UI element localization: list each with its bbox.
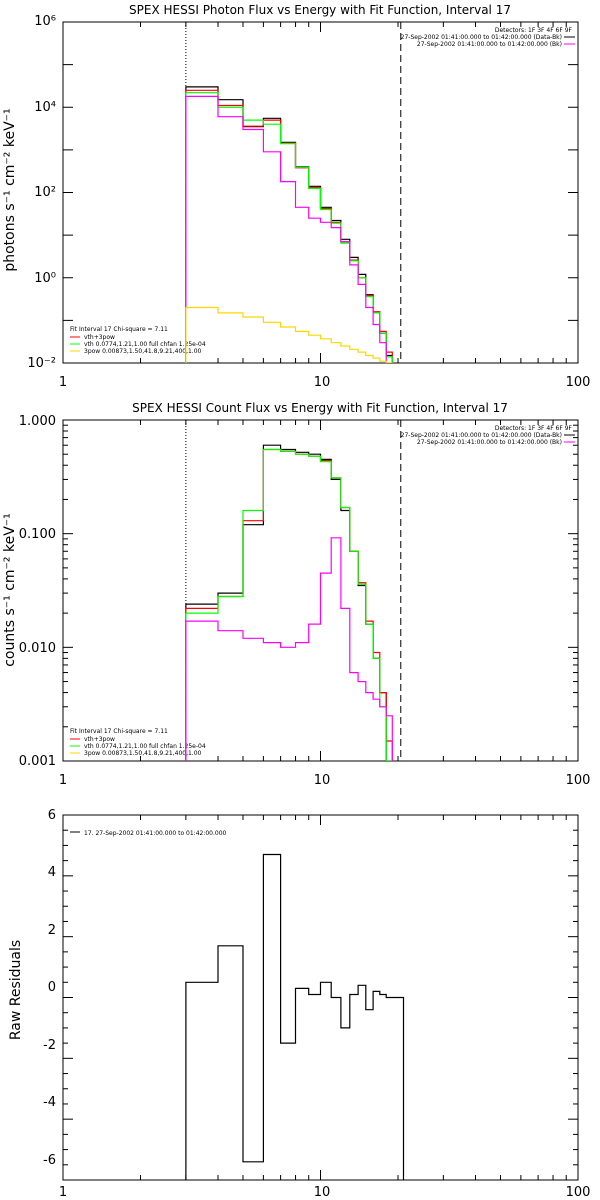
photon-x-tick-100: 100 — [566, 375, 591, 390]
panel-1-series-1 — [185, 448, 393, 761]
residuals-y-tick-1: -4 — [43, 1095, 56, 1110]
count-fit-3pow: 3pow 0.00873,1.50,41.8,9.21,400,1.00 — [84, 750, 202, 757]
residuals-y-axis-label: Raw Residuals — [8, 940, 24, 1040]
photon-fit-interval: Fit Interval 17 Chi-square = 7.11 — [70, 326, 168, 333]
count-x-tick-100: 100 — [566, 773, 591, 788]
residuals-y-tick-4: 2 — [48, 923, 56, 938]
photon-legend-data-bk: 27-Sep-2002 01:41:00.000 to 01:42:00.000… — [401, 34, 562, 41]
photon-chart-title: SPEX HESSI Photon Flux vs Energy with Fi… — [129, 3, 511, 17]
photon-y-tick-4: 10⁶ — [34, 14, 56, 29]
panel-0-series-2 — [185, 92, 393, 363]
panel-0-series-4 — [185, 306, 393, 363]
count-legend-bk: 27-Sep-2002 01:41:00.000 to 01:42:00.000… — [417, 439, 562, 446]
residuals-legend-label: 17. 27-Sep-2002 01:41:00.000 to 01:42:00… — [84, 830, 227, 837]
count-y-tick-0: 0.001 — [19, 754, 56, 769]
residuals-panel: Raw Residuals 17. 27-Sep-2002 01:41:00.0… — [8, 808, 590, 1200]
residuals-y-tick-6: 6 — [48, 808, 56, 823]
count-chart-title: SPEX HESSI Count Flux vs Energy with Fit… — [132, 401, 508, 415]
count-legend-detectors: Detectors: 1F 3F 4F 6F 9F — [495, 425, 573, 432]
count-x-tick-1: 1 — [59, 773, 67, 788]
panel-0-series-3 — [185, 95, 393, 363]
residuals-y-tick-3: 0 — [48, 980, 56, 995]
residuals-x-tick-10: 10 — [314, 1185, 331, 1200]
photon-flux-panel: SPEX HESSI Photon Flux vs Energy with Fi… — [2, 3, 590, 390]
panel-0-series-1 — [185, 89, 393, 363]
photon-fit-3pow: 3pow 0.00873,1.50,41.8,9.21,400,1.00 — [84, 348, 202, 355]
photon-y-tick-3: 10⁴ — [34, 100, 56, 115]
count-y-tick-3: 1.000 — [19, 414, 56, 429]
panel-0-series-0 — [185, 86, 393, 363]
residuals-x-tick-100: 100 — [566, 1185, 591, 1200]
photon-fit-model: vth+3pow — [84, 334, 115, 341]
panel-1-series-2 — [185, 448, 393, 761]
panel-2-series-0 — [185, 853, 405, 1180]
count-x-tick-10: 10 — [314, 773, 331, 788]
panel-1-series-0 — [185, 444, 393, 761]
count-flux-panel: SPEX HESSI Count Flux vs Energy with Fit… — [2, 401, 590, 788]
photon-x-tick-1: 1 — [59, 375, 67, 390]
count-fit-interval: Fit Interval 17 Chi-square = 7.11 — [70, 728, 168, 735]
count-y-axis-label: counts s⁻¹ cm⁻² keV⁻¹ — [2, 513, 18, 667]
residuals-y-tick-5: 4 — [48, 865, 56, 880]
panel-2-frame — [62, 814, 579, 1181]
photon-y-axis-label: photons s⁻¹ cm⁻² keV⁻¹ — [2, 108, 18, 271]
residuals-y-tick-0: -6 — [43, 1153, 56, 1168]
photon-legend-detectors: Detectors: 1F 3F 4F 6F 9F — [495, 27, 573, 34]
photon-fit-vth: vth 0.0774,1.21,1.00 full chfan 1.25e-04 — [84, 341, 206, 348]
photon-y-tick-1: 10⁰ — [34, 271, 56, 286]
panel-1-series-3 — [185, 537, 393, 761]
panel-2-series-group — [185, 853, 405, 1180]
count-fit-model: vth+3pow — [84, 736, 115, 743]
count-y-tick-1: 0.010 — [19, 641, 56, 656]
photon-y-tick-0: 10⁻² — [27, 356, 56, 371]
photon-x-tick-10: 10 — [314, 375, 331, 390]
panel-0-series-group — [185, 86, 393, 363]
residuals-x-tick-1: 1 — [59, 1185, 67, 1200]
photon-legend-bk: 27-Sep-2002 01:41:00.000 to 01:42:00.000… — [417, 41, 562, 48]
count-y-tick-2: 0.100 — [19, 527, 56, 542]
photon-y-tick-2: 10² — [34, 185, 56, 200]
panel-1-series-group — [185, 444, 393, 761]
count-fit-vth: vth 0.0774,1.21,1.00 full chfan 1.25e-04 — [84, 743, 206, 750]
residuals-y-tick-2: -2 — [43, 1038, 56, 1053]
count-legend-data-bk: 27-Sep-2002 01:41:00.000 to 01:42:00.000… — [401, 432, 562, 439]
